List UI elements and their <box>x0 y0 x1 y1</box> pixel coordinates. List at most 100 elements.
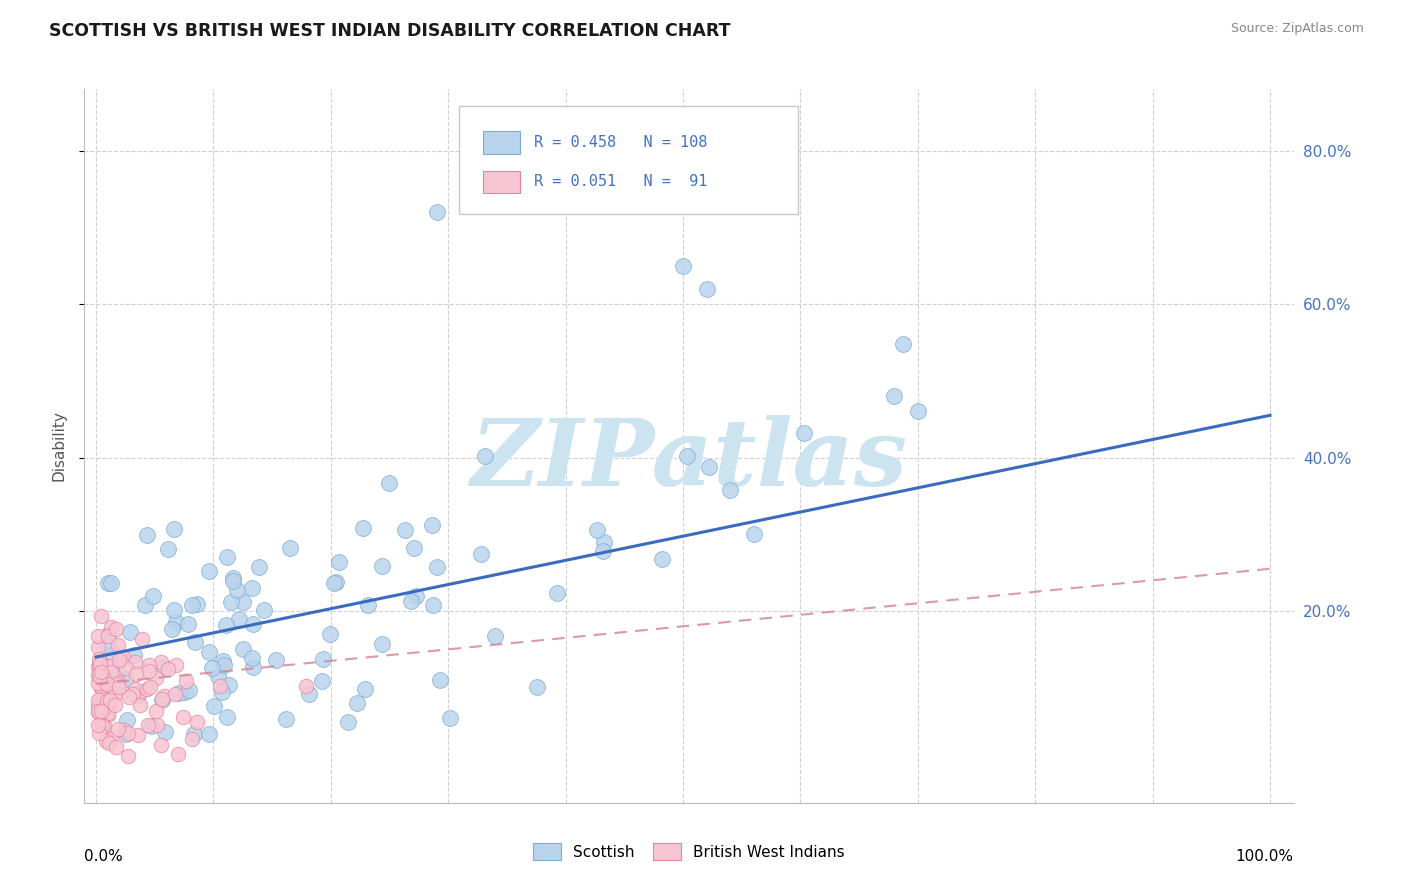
Point <box>891 336 914 351</box>
Point <box>422 598 444 612</box>
Point <box>87 692 110 706</box>
Point <box>676 449 699 463</box>
Point <box>124 682 146 697</box>
Point <box>90 716 112 731</box>
Point <box>404 541 426 555</box>
Point <box>311 673 333 688</box>
Point <box>197 727 219 741</box>
Point <box>105 677 128 691</box>
Point <box>114 727 136 741</box>
Point <box>87 698 110 713</box>
Point <box>371 636 394 650</box>
Point <box>240 582 263 596</box>
Point <box>115 672 138 686</box>
Point <box>484 628 506 642</box>
Point <box>96 677 118 691</box>
Point <box>186 715 208 730</box>
Point <box>100 684 122 698</box>
Point <box>160 622 183 636</box>
Point <box>117 725 139 739</box>
Point <box>172 710 194 724</box>
Point <box>328 555 350 569</box>
Point <box>167 686 190 700</box>
Point <box>97 628 120 642</box>
Point <box>718 483 741 497</box>
Point <box>294 679 316 693</box>
Point <box>546 586 568 600</box>
Point <box>150 692 173 706</box>
Point <box>100 620 122 634</box>
Point <box>212 654 235 668</box>
Point <box>201 661 224 675</box>
Point <box>346 697 368 711</box>
Point <box>174 673 197 688</box>
Point <box>225 582 247 597</box>
Point <box>353 681 375 696</box>
Point <box>474 449 496 463</box>
Point <box>89 692 111 706</box>
Text: R = 0.458   N = 108: R = 0.458 N = 108 <box>534 136 707 150</box>
Point <box>101 677 124 691</box>
Point <box>97 681 120 695</box>
Point <box>150 693 173 707</box>
Point <box>166 747 188 761</box>
Point <box>207 669 229 683</box>
Point <box>179 683 201 698</box>
Point <box>228 612 250 626</box>
Text: ZIPatlas: ZIPatlas <box>471 416 907 505</box>
Point <box>439 711 461 725</box>
Point <box>165 615 187 629</box>
Point <box>115 714 138 728</box>
Legend: Scottish, British West Indians: Scottish, British West Indians <box>527 837 851 866</box>
FancyBboxPatch shape <box>484 131 520 154</box>
Point <box>198 565 221 579</box>
Point <box>93 676 115 690</box>
Point <box>104 688 127 702</box>
Point <box>87 718 110 732</box>
Point <box>96 734 118 748</box>
Point <box>165 658 187 673</box>
Point <box>352 521 374 535</box>
Point <box>118 625 141 640</box>
Point <box>105 678 128 692</box>
Point <box>274 713 297 727</box>
Point <box>138 665 160 679</box>
Point <box>104 698 127 712</box>
Point <box>87 640 110 654</box>
Text: R = 0.051   N =  91: R = 0.051 N = 91 <box>534 175 707 189</box>
Point <box>91 719 114 733</box>
Point <box>124 655 146 669</box>
Point <box>124 648 146 662</box>
Point <box>112 723 135 737</box>
Point <box>322 576 344 591</box>
Point <box>242 651 264 665</box>
Point <box>91 692 114 706</box>
Point <box>98 698 121 713</box>
Point <box>138 680 160 694</box>
Point <box>312 652 335 666</box>
Point <box>153 725 176 739</box>
Point <box>163 522 186 536</box>
Point <box>111 650 134 665</box>
Point <box>222 571 245 585</box>
Point <box>697 459 720 474</box>
Point <box>127 688 149 702</box>
Point <box>129 685 152 699</box>
Point <box>426 560 449 574</box>
Point <box>104 622 127 636</box>
Point <box>470 547 492 561</box>
Point <box>90 665 112 680</box>
Point <box>219 595 242 609</box>
Point <box>89 670 111 684</box>
Point <box>174 684 197 698</box>
Text: 100.0%: 100.0% <box>1236 849 1294 864</box>
Point <box>117 749 139 764</box>
Point <box>593 535 616 549</box>
Point <box>152 690 174 704</box>
Point <box>325 574 347 589</box>
Point <box>138 657 160 672</box>
Point <box>156 542 179 557</box>
Point <box>146 718 169 732</box>
Point <box>585 523 607 537</box>
Point <box>198 644 221 658</box>
